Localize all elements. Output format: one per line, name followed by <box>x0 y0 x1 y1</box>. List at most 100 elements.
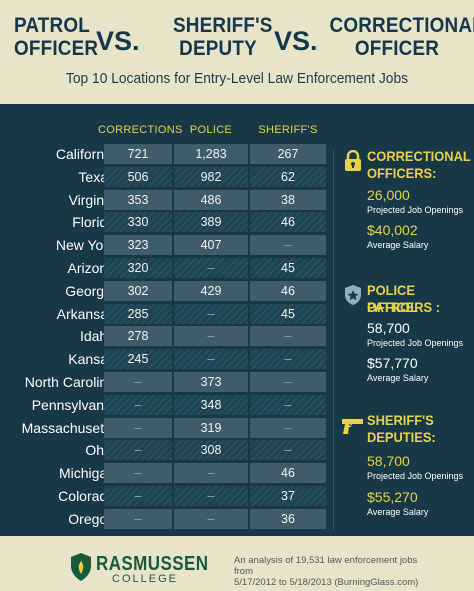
sheriff-deputies-title-1: SHERIFF'S <box>367 412 434 428</box>
title-correctional-officer-line1: CORRECTIONAL <box>329 14 474 37</box>
police-salary: $57,770 <box>367 355 418 371</box>
correctional-officers-title-2: OFFICERS: <box>367 165 437 181</box>
table-row: Oregon – –36 <box>0 508 334 530</box>
column-header-police: POLICE <box>189 124 233 136</box>
sheriffs-value: 267 <box>250 144 326 164</box>
corrections-value: 320 <box>104 258 172 278</box>
sheriffs-value: – <box>250 417 326 438</box>
corrections-value: 330 <box>104 212 172 233</box>
table-row: Arizona 320–45 <box>0 257 334 279</box>
sheriffs-value: – <box>250 349 326 370</box>
rasmussen-shield-logo-icon <box>71 553 91 581</box>
source-note-line-1: An analysis of 19,531 law enforcement jo… <box>234 555 418 577</box>
sheriffs-value: 45 <box>250 258 326 278</box>
sheriff-openings: 58,700 <box>367 453 410 469</box>
correctional-openings-label: Projected Job Openings <box>367 205 464 215</box>
sheriffs-value: – <box>250 326 326 347</box>
police-value: 982 <box>174 166 248 187</box>
corrections-value: 245 <box>104 349 172 370</box>
table-row: Arkansas 285–45 <box>0 303 334 325</box>
state-name: Oregon <box>68 510 115 527</box>
corrections-value: 721 <box>104 144 172 164</box>
correctional-salary: $40,002 <box>367 222 418 238</box>
padlock-icon <box>345 150 361 171</box>
sheriffs-value: 46 <box>250 212 326 233</box>
police-officers-title-2: OFFICERS : <box>367 299 440 315</box>
corrections-value: 302 <box>104 280 172 301</box>
sheriffs-value: 62 <box>250 166 326 187</box>
subtitle: Top 10 Locations for Entry-Level Law Enf… <box>65 70 409 87</box>
column-header-corrections: CORRECTIONS <box>98 124 183 136</box>
police-officers-title-1: POLICE PATROL <box>367 282 419 315</box>
table-row: North Carolina –373– <box>0 371 334 393</box>
police-openings: 58,700 <box>367 320 410 336</box>
table-row: Michigan – –46 <box>0 462 334 484</box>
table-row: Texas 506 982 62 <box>0 166 334 188</box>
sheriff-salary: $55,270 <box>367 489 418 505</box>
police-badge-icon <box>345 285 361 305</box>
title-patrol-officer-line2: OFFICER <box>14 37 99 60</box>
sheriff-salary-label: Average Salary <box>367 507 429 517</box>
header <box>0 0 474 104</box>
state-name: Massachusetts <box>21 419 115 436</box>
table-row: Massachusetts –319– <box>0 417 334 439</box>
vs-label-1: VS. <box>96 26 140 56</box>
corrections-value: – <box>104 417 172 438</box>
state-name: Virginia <box>68 191 115 208</box>
sheriffs-value: 38 <box>250 189 326 210</box>
sheriffs-value: 36 <box>250 508 326 529</box>
panel-divider <box>333 150 334 530</box>
state-name: Kansas <box>68 351 115 368</box>
table-row: Virginia 353 486 38 <box>0 189 334 211</box>
corrections-value: 323 <box>104 235 172 256</box>
corrections-value: 506 <box>104 166 172 187</box>
corrections-value: 278 <box>104 326 172 347</box>
handgun-icon <box>342 419 363 434</box>
police-salary-label: Average Salary <box>367 373 429 383</box>
police-value: – <box>174 258 248 278</box>
state-name: Arkansas <box>56 305 115 322</box>
vs-label-2: VS. <box>274 26 318 56</box>
police-value: – <box>174 508 248 529</box>
sheriffs-value: – <box>250 440 326 461</box>
table-row: Georgia 302 429 46 <box>0 280 334 302</box>
logo-wordmark: RASMUSSEN <box>96 553 209 575</box>
corrections-value: – <box>104 372 172 392</box>
sheriffs-value: 46 <box>250 463 326 484</box>
title-correctional-officer-line2: OFFICER <box>354 37 440 60</box>
table-row: Ohio –308– <box>0 439 334 461</box>
state-name: New York <box>55 237 115 254</box>
sheriffs-value: – <box>250 394 326 415</box>
police-value: 429 <box>174 280 248 301</box>
title-sheriff-deputy-line1: SHERIFF'S <box>173 14 273 37</box>
police-value: 389 <box>174 212 248 233</box>
police-openings-label: Projected Job Openings <box>367 338 464 348</box>
correctional-officers-title-1: CORRECTIONAL <box>367 148 471 164</box>
police-value: 308 <box>174 440 248 461</box>
table-row: New York 323 407– <box>0 234 334 256</box>
state-name: Arizona <box>67 260 115 276</box>
police-value: 348 <box>174 394 248 415</box>
police-value: 1,283 <box>174 144 248 164</box>
corrections-value: – <box>104 463 172 484</box>
corrections-value: – <box>104 440 172 461</box>
source-note-line-2: 5/17/2012 to 5/18/2013 (BurningGlass.com… <box>234 577 419 588</box>
sheriffs-value: – <box>250 372 326 392</box>
police-value: 319 <box>174 417 248 438</box>
table-row: California 721 1,283 267 <box>0 143 334 165</box>
corrections-value: – <box>104 486 172 506</box>
police-value: – <box>174 326 248 347</box>
source-note: An analysis of 19,531 law enforcement jo… <box>234 555 434 588</box>
police-value: 486 <box>174 189 248 210</box>
table-row: Pennsylvania –348– <box>0 394 334 416</box>
sheriff-deputies-title-2: DEPUTIES: <box>367 429 436 445</box>
police-value: – <box>174 486 248 506</box>
logo-subtitle: COLLEGE <box>112 573 178 585</box>
title-sheriff-deputy-line2: DEPUTY <box>179 37 257 60</box>
corrections-value: – <box>104 394 172 415</box>
sheriff-openings-label: Projected Job Openings <box>367 471 464 481</box>
correctional-openings: 26,000 <box>367 187 410 203</box>
sheriffs-value: – <box>250 235 326 256</box>
table-row: Florida 330 389 46 <box>0 211 334 233</box>
corrections-value: – <box>104 508 172 529</box>
